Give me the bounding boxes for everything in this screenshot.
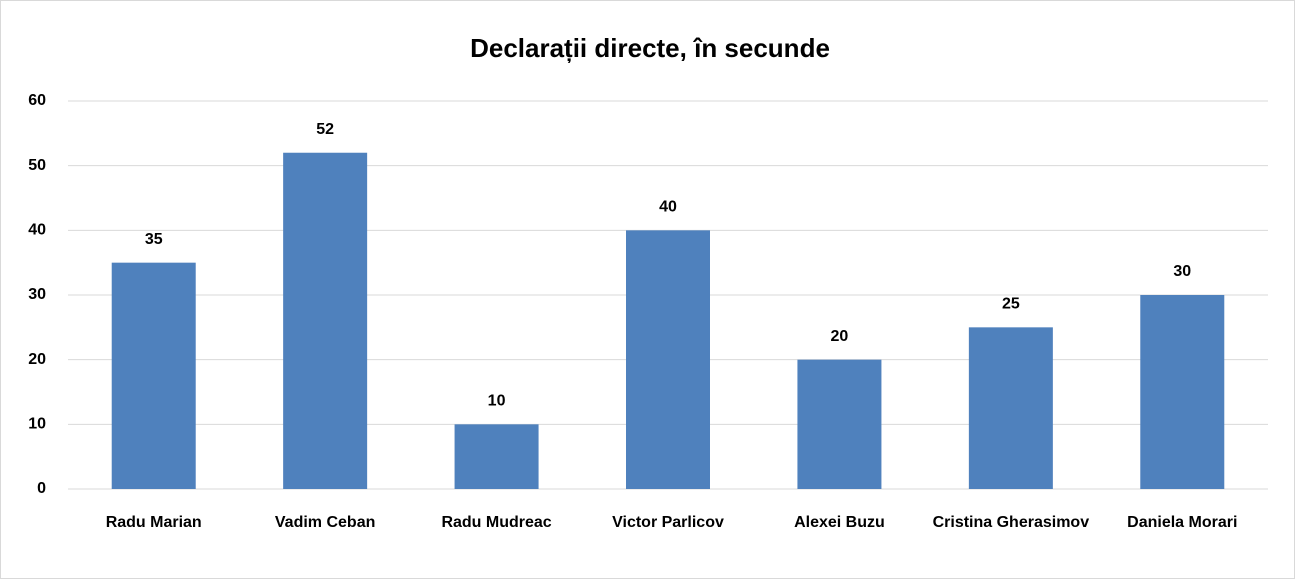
data-label: 10 [488,393,506,410]
y-tick-label: 40 [28,222,46,239]
data-label: 35 [145,231,163,248]
bar [1140,295,1225,489]
y-tick-label: 10 [28,416,46,433]
x-tick-label: Daniela Morari [1127,514,1238,531]
bar [111,262,196,489]
y-tick-label: 20 [28,351,46,368]
data-label: 25 [1002,296,1020,313]
bar [968,327,1053,489]
x-tick-label: Radu Marian [105,514,202,531]
bar [454,424,539,489]
y-tick-label: 0 [37,480,46,497]
data-label: 52 [316,121,334,138]
data-label: 30 [1173,263,1191,280]
y-tick-label: 50 [28,157,46,174]
x-tick-label: Victor Parlicov [612,514,724,531]
chart-title: Declarații directe, în secunde [470,33,830,63]
bar [626,230,710,490]
bar [797,359,882,489]
y-tick-label: 60 [28,92,46,109]
y-tick-label: 30 [28,286,46,303]
bar [283,152,368,489]
x-tick-label: Cristina Gherasimov [932,514,1090,531]
x-tick-label: Vadim Ceban [274,514,376,531]
x-tick-label: Radu Mudreac [441,514,552,531]
x-tick-label: Alexei Buzu [794,514,885,531]
data-label: 20 [831,328,849,345]
data-label: 40 [659,199,677,216]
